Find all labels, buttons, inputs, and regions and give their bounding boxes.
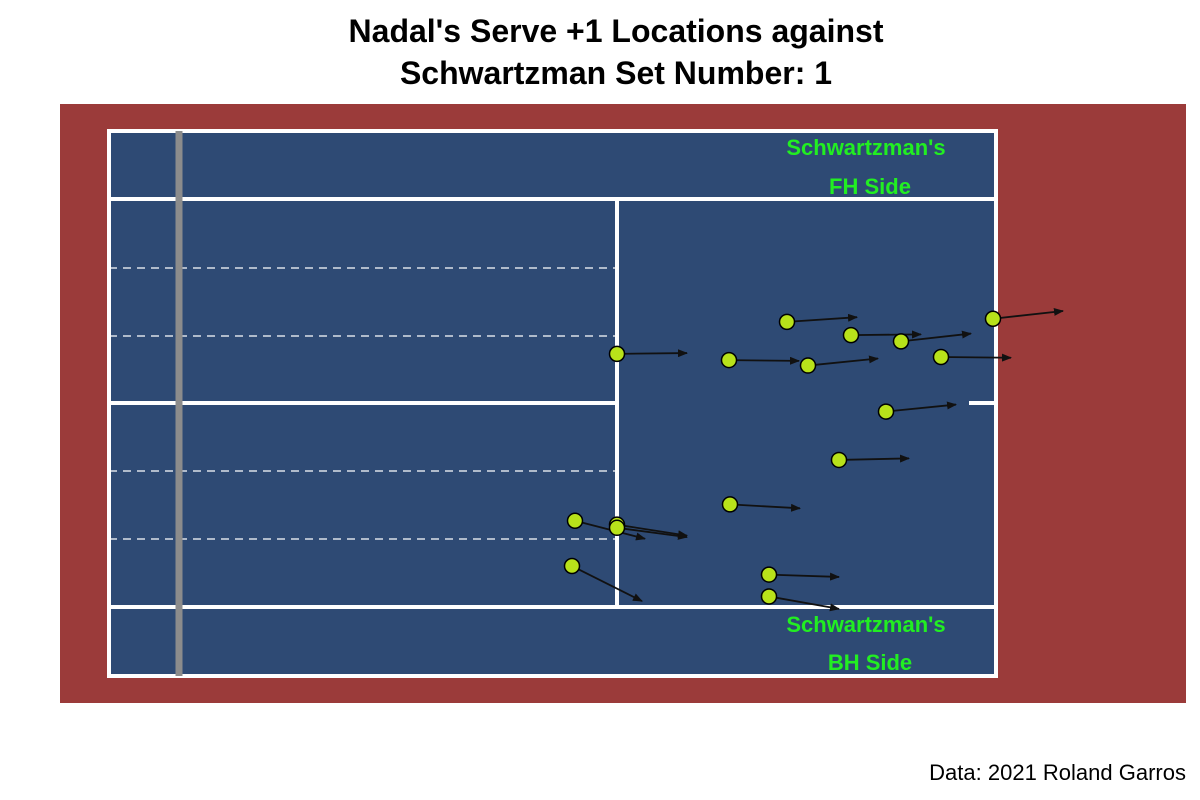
shot-arrow-3 — [900, 330, 972, 343]
serve-point-10 — [830, 451, 848, 469]
shot-arrow-2 — [850, 330, 922, 339]
bh-side-label-line-1: Schwartzman's — [786, 612, 945, 637]
shot-arrow-4 — [992, 307, 1064, 320]
serve-point-9 — [877, 403, 895, 420]
shot-arrow-1 — [786, 313, 858, 323]
bh-side-label-line-2: BH Side — [828, 650, 912, 675]
serve-point-12 — [566, 512, 584, 530]
serve-point-15 — [563, 557, 581, 575]
shot-arrow-6 — [807, 355, 879, 367]
shot-arrow-10 — [838, 454, 910, 463]
serve-point-4 — [984, 310, 1002, 328]
fh-side-label-line-2: FH Side — [829, 174, 911, 199]
shot-arrow-14 — [616, 526, 688, 540]
serve-point-5 — [720, 351, 738, 369]
fh-side-label-line-1: Schwartzman's — [786, 135, 945, 160]
shot-arrow-8 — [940, 353, 1012, 362]
serve-point-7 — [608, 345, 626, 363]
caption: Data: 2021 Roland Garros — [929, 760, 1186, 785]
title-line-2: Schwartzman Set Number: 1 — [399, 55, 833, 91]
shot-arrow-15 — [571, 565, 643, 602]
serve-point-1 — [778, 313, 796, 331]
shot-arrow-16 — [768, 572, 840, 581]
arrows-layer — [571, 307, 1064, 612]
shot-arrow-17 — [768, 595, 840, 612]
shot-arrow-9 — [885, 401, 957, 413]
shot-arrow-13 — [616, 523, 688, 539]
shot-arrow-11 — [729, 503, 801, 512]
chart-title: Nadal's Serve +1 Locations against Schwa… — [0, 10, 1200, 94]
serve-point-3 — [892, 333, 910, 350]
serve-point-11 — [721, 496, 739, 513]
shot-arrow-7 — [616, 349, 688, 358]
serve-point-16 — [760, 566, 778, 583]
shot-arrow-5 — [728, 356, 800, 365]
serve-point-2 — [842, 326, 860, 344]
serve-point-17 — [760, 588, 778, 605]
serve-point-14 — [608, 519, 626, 537]
title-line-1: Nadal's Serve +1 Locations against — [348, 13, 884, 49]
points-layer — [563, 310, 1002, 605]
serve-point-8 — [932, 348, 950, 366]
serve-point-6 — [799, 357, 817, 374]
